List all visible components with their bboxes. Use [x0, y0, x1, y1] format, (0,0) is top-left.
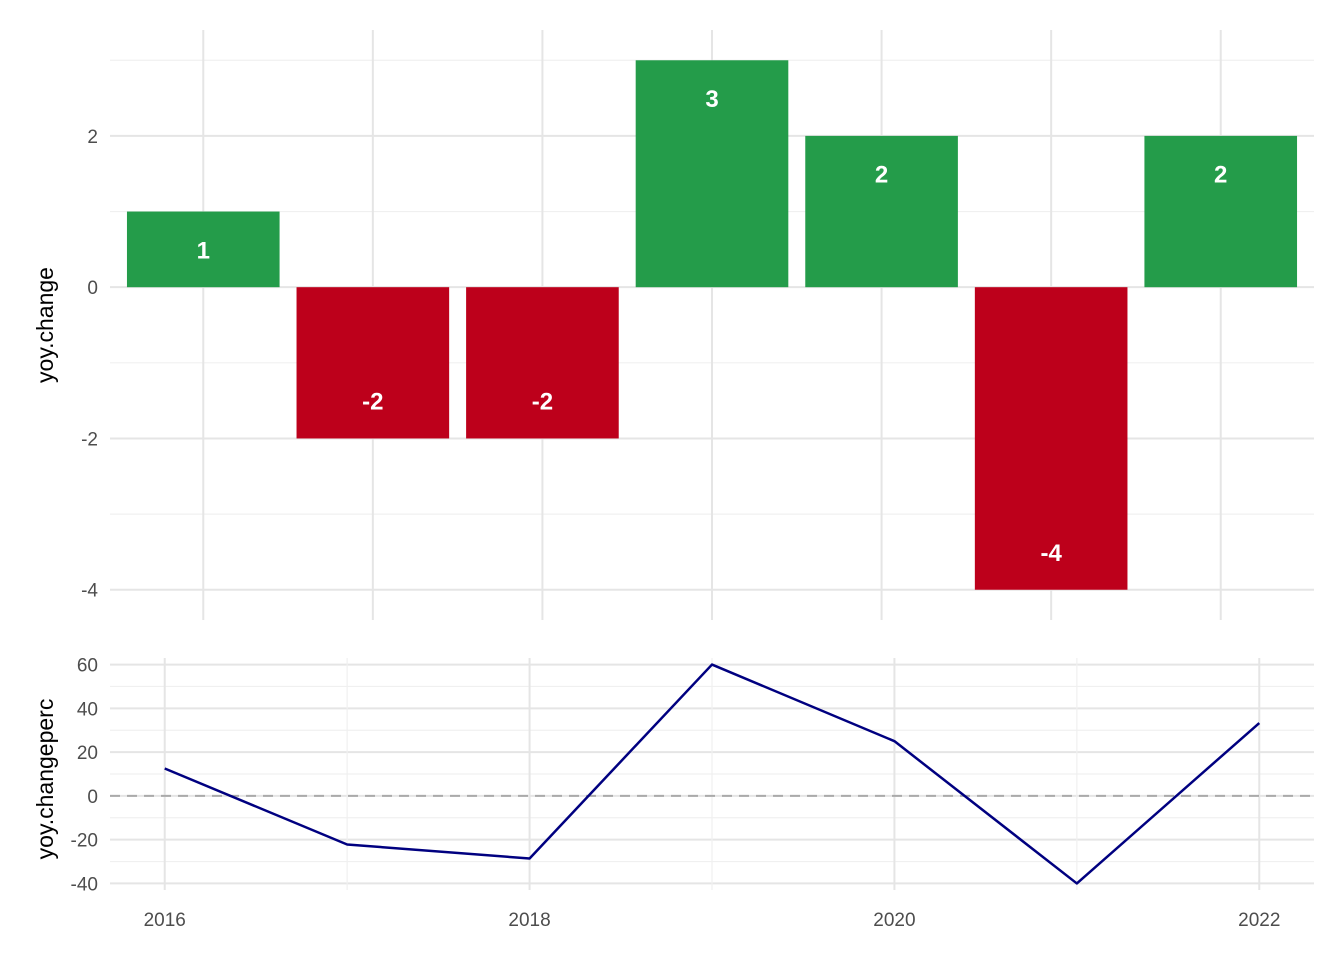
bar-y-tick-label: -4	[81, 581, 98, 602]
line-y-tick-label: 20	[77, 743, 98, 764]
bar	[296, 287, 450, 439]
line-series	[164, 663, 1261, 885]
x-tick-label: 2020	[873, 910, 915, 931]
x-tick-label: 2022	[1238, 910, 1280, 931]
line-y-tick-label: 40	[77, 699, 98, 720]
line-gridlines	[110, 658, 1314, 890]
x-tick-label: 2016	[144, 910, 186, 931]
line-y-tick-labels: -40 -20 0 20 40 60	[71, 656, 98, 896]
bar-data-label: 2	[875, 162, 888, 189]
bar-y-axis-title: yoy.change	[32, 267, 58, 383]
bar	[805, 135, 958, 288]
bar-y-tick-labels: -4 -2 0 2	[81, 127, 98, 602]
line-y-axis-title: yoy.changeperc	[32, 699, 58, 860]
bar	[1144, 135, 1298, 288]
line-y-tick-label: 0	[87, 787, 98, 808]
line-panel: -40 -20 0 20 40 60 2016 2018 2020 2022 yoy.chang…	[32, 656, 1314, 931]
bar-y-tick-label: 0	[87, 278, 98, 299]
bar	[635, 60, 789, 288]
bar-y-tick-label: -2	[81, 429, 98, 450]
bar-data-label: -2	[362, 389, 383, 416]
bar-data-label: -2	[532, 389, 553, 416]
bar-data-label: 2	[1214, 162, 1227, 189]
bar-series	[126, 60, 1298, 590]
bar-data-label: -4	[1040, 540, 1062, 567]
x-tick-labels: 2016 2018 2020 2022	[144, 910, 1281, 931]
bar	[974, 287, 1128, 590]
bar-data-label: 1	[197, 237, 210, 264]
bar-data-labels: 1 -2 -2 3 2 -4 2	[197, 86, 1228, 567]
bar	[466, 287, 619, 439]
line-y-tick-label: -20	[71, 831, 98, 852]
bar-data-label: 3	[705, 86, 718, 113]
bar-panel: -4 -2 0 2 1 -2 -2 3 2 -4 2 yoy.change	[32, 30, 1314, 620]
bar	[126, 211, 280, 288]
bar-y-tick-label: 2	[87, 127, 98, 148]
line-y-tick-label: -40	[71, 874, 98, 895]
x-tick-label: 2018	[508, 910, 550, 931]
line-y-tick-label: 60	[77, 656, 98, 677]
